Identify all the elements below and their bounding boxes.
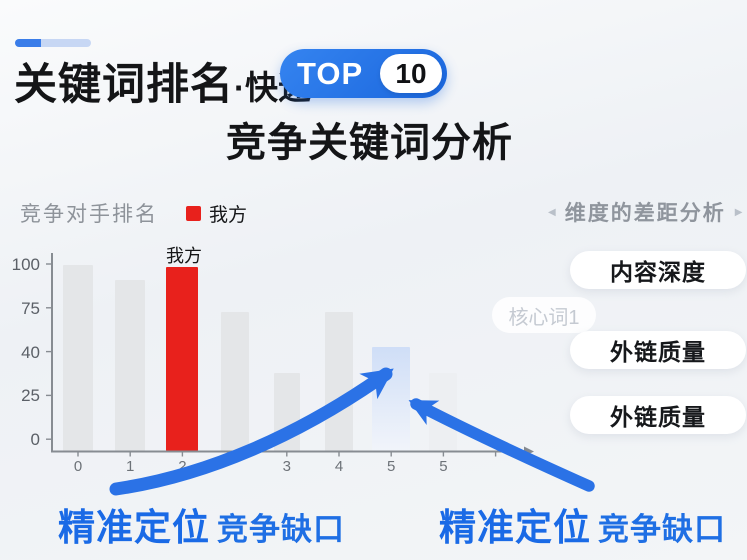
top10-badge: TOP 10 — [280, 49, 447, 98]
bar-ours — [166, 266, 199, 451]
chart-title: 竞争对手排名 — [20, 203, 158, 226]
accent-bar — [15, 39, 91, 47]
legend-swatch-red — [186, 206, 201, 221]
y-tick-label: 100 — [11, 255, 40, 274]
dimension-panel-header: ◀ 维度的差距分析 ▶ — [548, 197, 747, 227]
y-tick-label: 25 — [21, 386, 40, 406]
callout-left-rest: 竞争缺口 — [217, 512, 345, 547]
top10-badge-number: 10 — [380, 54, 442, 93]
bar — [63, 265, 93, 451]
x-tick-label: 4 — [334, 458, 344, 475]
bar — [220, 311, 249, 451]
callout-right-rest: 竞争缺口 — [598, 512, 726, 547]
legend-label: 我方 — [209, 205, 248, 226]
x-tick-label: 5 — [439, 458, 448, 475]
chart-legend: 我方 — [186, 200, 247, 227]
x-tick-label: 1 — [126, 458, 135, 475]
callout-right: 精准定位 竞争缺口 — [439, 497, 726, 551]
y-tick-label: 40 — [21, 342, 40, 362]
top10-badge-label: TOP — [297, 55, 364, 91]
callout-right-strong: 精准定位 — [439, 507, 591, 548]
page-subtitle: 竞争关键词分析 — [226, 121, 513, 165]
our-bar-label: 我方 — [166, 246, 202, 266]
callout-left-strong: 精准定位 — [58, 507, 210, 548]
bar — [325, 311, 353, 451]
bar — [372, 346, 411, 451]
title-separator: · — [234, 69, 245, 106]
x-tick-label: 3 — [282, 458, 291, 475]
page-title: 关键词排名 · 快速 — [14, 50, 311, 112]
core-word-pill[interactable]: 核心词1 — [492, 297, 596, 333]
x-tick-label: 2 — [178, 458, 187, 475]
y-tick-label: 75 — [21, 298, 40, 318]
x-tick-label: 0 — [73, 458, 83, 475]
pill-content-depth[interactable]: 内容深度 — [570, 251, 746, 289]
panel-title: 维度的差距分析 — [564, 202, 726, 225]
pill-backlink-quality-1[interactable]: 外链质量 — [570, 331, 746, 369]
y-tick-label: 0 — [30, 430, 40, 450]
bar — [273, 372, 300, 451]
chevron-right-icon[interactable]: ▶ — [734, 206, 743, 218]
x-tick-label: 5 — [387, 458, 396, 475]
title-main: 关键词排名 — [14, 61, 234, 109]
bar — [429, 372, 458, 451]
callout-left: 精准定位 竞争缺口 — [58, 497, 345, 551]
chevron-left-icon[interactable]: ◀ — [548, 206, 556, 218]
bar — [115, 279, 146, 451]
pill-backlink-quality-2[interactable]: 外链质量 — [570, 396, 746, 434]
